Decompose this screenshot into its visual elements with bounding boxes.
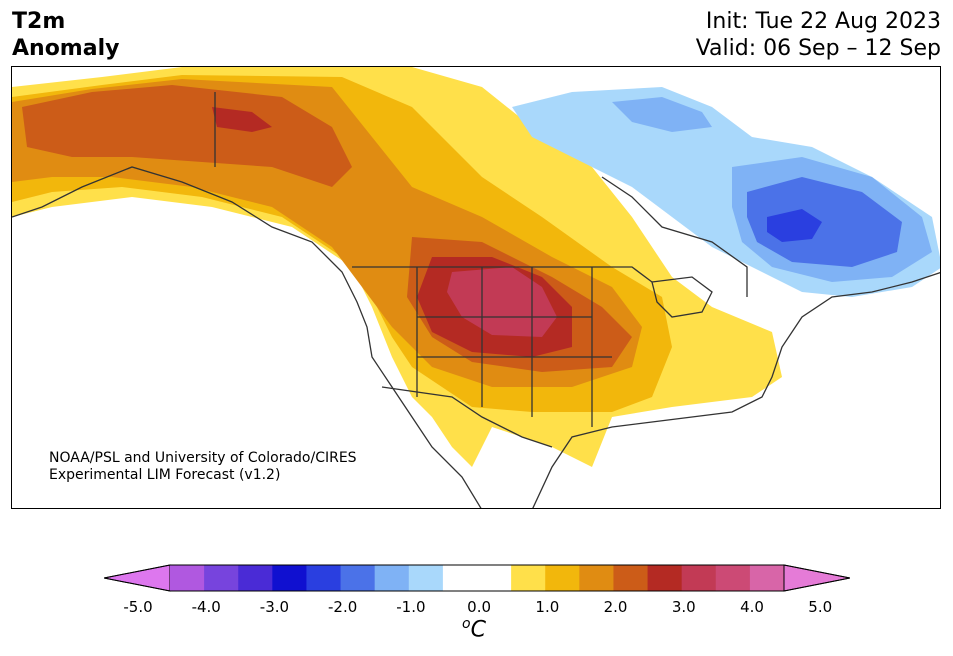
colorbar-segment: [579, 565, 614, 591]
forecast-dates: Init: Tue 22 Aug 2023 Valid: 06 Sep – 12…: [696, 8, 941, 62]
anomaly-map: [11, 66, 941, 509]
hudson-bay-coast: [601, 176, 748, 297]
colorbar-tick-label: 1.0: [535, 598, 560, 616]
credit-line-1: NOAA/PSL and University of Colorado/CIRE…: [49, 450, 357, 466]
anomaly-blue-region: [747, 177, 902, 267]
colorbar-tick-label: -5.0: [123, 598, 153, 616]
credit-line-2: Experimental LIM Forecast (v1.2): [49, 467, 281, 483]
title-line-2: Anomaly: [12, 36, 120, 61]
colorbar-segment: [306, 565, 342, 591]
map-canvas: [12, 67, 940, 508]
colorbar-segment: [477, 565, 512, 591]
west-coastline: [12, 166, 482, 508]
colorbar-unit: oC: [462, 616, 486, 642]
colorbar-tick-label: -3.0: [259, 598, 290, 616]
colorbar-tick-label: -4.0: [191, 598, 221, 616]
anomaly-deep-blue-region: [767, 209, 822, 242]
colorbar-tick-label: -2.0: [328, 598, 358, 616]
init-date: Init: Tue 22 Aug 2023: [705, 9, 941, 34]
colorbar-tick-label: -1.0: [396, 598, 426, 616]
colorbar-segment: [374, 565, 410, 591]
colorbar-segment: [170, 565, 205, 591]
colorbar-tick-label: 5.0: [808, 598, 833, 616]
colorbar-segment: [647, 565, 683, 591]
us-mexico-border: [381, 386, 553, 448]
colorbar-extend-low: [103, 564, 171, 592]
colorbar: [103, 564, 851, 596]
anomaly-crimson-region: [447, 267, 557, 337]
colorbar-segment: [408, 565, 444, 591]
colorbar-segment: [545, 565, 580, 591]
colorbar-segment: [340, 565, 376, 591]
colorbar-segment: [238, 565, 273, 591]
colorbar-svg: [103, 564, 851, 592]
colorbar-segment: [442, 565, 478, 591]
credit-text: NOAA/PSL and University of Colorado/CIRE…: [49, 450, 357, 484]
unit-letter: C: [470, 617, 486, 643]
colorbar-segment: [272, 565, 307, 591]
valid-period: Valid: 06 Sep – 12 Sep: [695, 36, 941, 61]
state-border-mountain: [416, 267, 612, 427]
colorbar-tick-label: 2.0: [603, 598, 628, 616]
colorbar-segment: [613, 565, 649, 591]
colorbar-segment: [511, 565, 546, 591]
title-line-1: T2m: [12, 9, 66, 34]
colorbar-tick-label: 4.0: [740, 598, 764, 616]
colorbar-segment: [749, 565, 785, 591]
colorbar-tick-label: 3.0: [671, 598, 696, 616]
colorbar-segment: [681, 565, 717, 591]
colorbar-extend-high: [783, 564, 851, 592]
colorbar-segment: [204, 565, 239, 591]
colorbar-segment: [715, 565, 751, 591]
colorbar-tick-label: 0.0: [467, 598, 492, 616]
great-lakes: [651, 276, 713, 318]
degree-symbol: o: [462, 616, 471, 632]
map-title: T2m Anomaly: [12, 8, 119, 62]
canada-us-border: [352, 266, 653, 283]
gulf-coastline: [532, 271, 940, 508]
